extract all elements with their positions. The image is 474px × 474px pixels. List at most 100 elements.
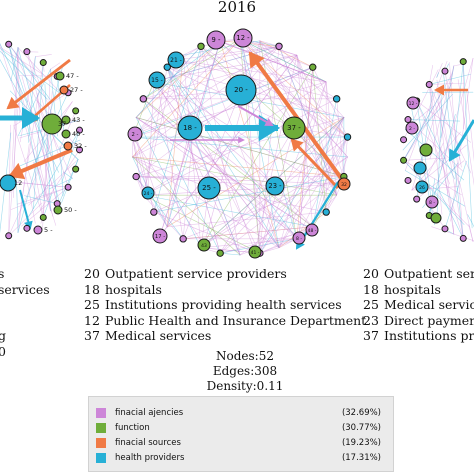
left-network-node	[55, 71, 65, 81]
ring-node	[309, 63, 317, 71]
network-edge	[215, 39, 348, 138]
node-label: 32	[341, 182, 347, 188]
node-label: 20 -	[234, 86, 248, 94]
network-edge	[296, 54, 327, 213]
network-edge	[143, 194, 184, 240]
network-edge	[428, 84, 472, 174]
network-edge	[8, 127, 59, 237]
network-edge	[208, 187, 327, 213]
node-label: 40 -	[72, 130, 85, 138]
network-edge	[459, 180, 474, 242]
network-edge	[437, 92, 455, 235]
network-edge	[436, 72, 439, 78]
node-label: 43	[201, 243, 207, 249]
network-stats: Nodes:52 Edges:308 Density:0.11	[150, 349, 340, 394]
right-legend-row: 25 Medical servic	[363, 297, 474, 313]
network-edge	[132, 156, 210, 189]
ring-node	[76, 146, 84, 154]
nodes-count: Nodes:52	[216, 349, 274, 363]
density-value: Density:0.11	[206, 379, 284, 393]
ring-node	[132, 172, 140, 181]
node-label: 37	[58, 120, 66, 128]
ring-node	[404, 176, 412, 184]
network-edge	[0, 50, 48, 100]
network-edge	[143, 194, 261, 254]
node-label: 12 -	[409, 101, 418, 107]
network-edge	[219, 40, 280, 249]
network-edge	[312, 98, 337, 228]
network-edge	[242, 37, 261, 254]
left-legend-row	[0, 297, 50, 313]
network-edge	[25, 176, 36, 224]
labelled-node	[167, 51, 185, 69]
network-edge	[10, 47, 19, 82]
right-network-node	[419, 143, 433, 157]
left-network-node	[61, 115, 71, 125]
network-edge	[143, 66, 168, 196]
category-legend: finacial ajencies (32.69%) function (30.…	[88, 396, 394, 472]
network-edge	[182, 176, 345, 240]
node-label: 8 -	[296, 236, 302, 242]
network-edge	[132, 66, 314, 138]
node-label: 12 -	[236, 34, 250, 42]
network-edge	[17, 47, 61, 208]
network-edge	[153, 176, 345, 213]
network-edge	[219, 156, 348, 254]
network-edge	[219, 40, 345, 185]
network-edge	[56, 76, 65, 137]
labelled-node	[282, 116, 306, 140]
node-label: 24 -	[144, 191, 153, 197]
ring-node	[139, 95, 148, 103]
network-edge	[35, 54, 52, 58]
network-edge	[132, 136, 149, 194]
network-edge	[0, 46, 44, 76]
network-edge	[440, 58, 474, 171]
edge-arrowhead	[22, 107, 40, 129]
network-edge	[13, 125, 44, 218]
left-legend-row	[0, 313, 50, 329]
labelled-node	[265, 176, 285, 196]
network-edge	[200, 45, 348, 138]
network-edge	[8, 102, 19, 237]
center-legend-row: 12 Public Health and Insurance Department	[84, 312, 367, 328]
network-edge	[147, 81, 155, 194]
network-edge	[166, 66, 298, 240]
network-edge	[33, 62, 44, 209]
network-edge	[428, 84, 443, 215]
network-edge	[239, 38, 280, 249]
right-legend-row: 23 Direct paymen	[363, 312, 474, 328]
network-edge	[278, 136, 348, 249]
legend-item-financial-agencies: finacial ajencies (32.69%)	[89, 407, 393, 420]
network-edge	[336, 98, 345, 177]
right-network-node	[406, 96, 420, 110]
center-legend-row: 25 Institutions providing health services	[84, 297, 342, 313]
left-legend-row: s	[0, 266, 5, 281]
network-edge	[132, 136, 144, 196]
network-edge	[21, 186, 69, 227]
ring-node	[425, 80, 433, 88]
network-edge	[219, 238, 298, 254]
network-edge	[259, 81, 327, 254]
network-edge	[135, 176, 345, 185]
network-edge	[16, 177, 19, 233]
network-edge	[135, 176, 168, 228]
network-edge	[278, 45, 337, 196]
ring-node	[404, 116, 412, 124]
center-legend-row: 37 Medical services	[84, 328, 212, 344]
node-label: 48 -	[308, 228, 317, 234]
network-edge	[153, 81, 276, 187]
network-edge	[278, 81, 327, 249]
network-edge	[132, 156, 337, 196]
node-label: 37 -	[287, 124, 301, 132]
major-edge	[19, 189, 31, 229]
node-label: 27 -	[70, 86, 83, 94]
network-edge	[296, 54, 345, 177]
labelled-node	[141, 186, 155, 200]
network-edge	[143, 40, 221, 100]
network-edge	[403, 157, 447, 161]
network-edge	[416, 100, 472, 143]
left-network-node	[59, 85, 69, 95]
edges-count: Edges:308	[212, 364, 278, 378]
network-edge	[239, 38, 327, 83]
network-edge	[278, 45, 337, 196]
